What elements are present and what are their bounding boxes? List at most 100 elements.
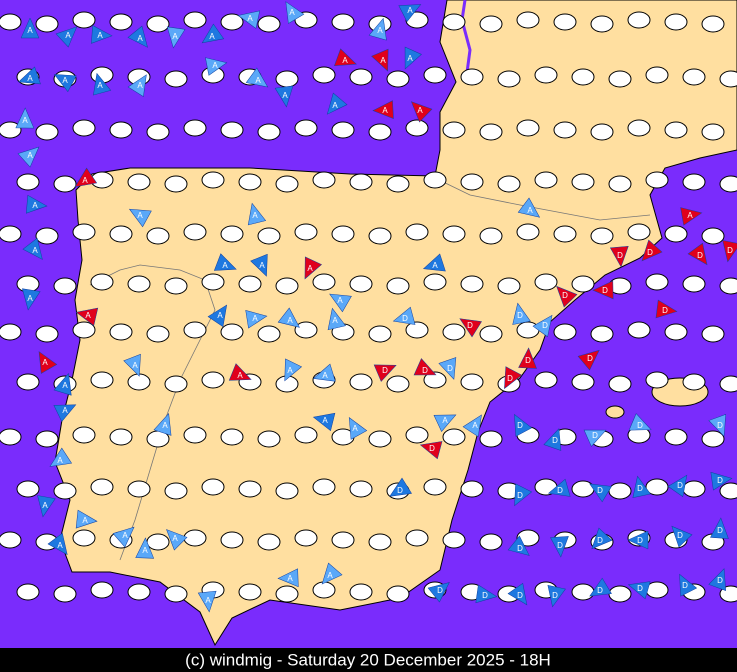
wind-letter: D bbox=[592, 431, 598, 440]
station bbox=[645, 478, 669, 496]
wind-symbol: A bbox=[112, 526, 135, 548]
station bbox=[35, 227, 59, 245]
wind-symbol: A bbox=[326, 92, 348, 115]
station bbox=[312, 581, 336, 599]
wind-symbol: D bbox=[632, 475, 651, 499]
wind-letter: D bbox=[602, 286, 608, 295]
wind-symbol: A bbox=[237, 10, 261, 29]
wind-letter: A bbox=[32, 201, 38, 210]
wind-symbol: A bbox=[75, 509, 98, 529]
wind-arrow bbox=[166, 26, 186, 49]
wind-letter: A bbox=[217, 311, 223, 320]
wind-symbol: A bbox=[75, 307, 99, 327]
wind-arrow bbox=[627, 530, 649, 550]
station bbox=[257, 325, 281, 343]
wind-letter: A bbox=[407, 54, 413, 63]
station bbox=[35, 325, 59, 343]
wind-symbol: A bbox=[321, 562, 343, 585]
wind-letter: A bbox=[282, 91, 288, 100]
wind-arrow bbox=[518, 347, 537, 369]
wind-arrow bbox=[22, 288, 41, 311]
station bbox=[479, 325, 503, 343]
station bbox=[275, 175, 299, 193]
wind-symbol: A bbox=[38, 351, 58, 374]
wind-symbol: A bbox=[274, 85, 294, 108]
wind-symbol: D bbox=[419, 441, 443, 460]
wind-arrow bbox=[53, 74, 77, 93]
wind-arrow bbox=[592, 280, 614, 300]
station bbox=[627, 223, 651, 241]
station bbox=[645, 371, 669, 389]
station bbox=[442, 225, 466, 243]
wind-letter: A bbox=[82, 516, 88, 525]
wind-letter: D bbox=[552, 436, 558, 445]
wind-arrow bbox=[127, 25, 148, 48]
station bbox=[682, 373, 706, 391]
station bbox=[183, 223, 207, 241]
station bbox=[53, 175, 77, 193]
station bbox=[423, 371, 447, 389]
station bbox=[238, 583, 262, 601]
station bbox=[53, 482, 77, 500]
wind-symbol: D bbox=[413, 358, 437, 376]
station bbox=[146, 123, 170, 141]
wind-arrow bbox=[512, 302, 531, 325]
station bbox=[627, 321, 651, 339]
station bbox=[349, 275, 373, 293]
wind-symbol: A bbox=[277, 307, 300, 328]
station bbox=[220, 323, 244, 341]
station bbox=[460, 68, 484, 86]
wind-symbol: A bbox=[201, 23, 225, 44]
wind-arrow bbox=[628, 413, 652, 431]
wind-letter: D bbox=[717, 476, 723, 485]
wind-symbol: D bbox=[512, 302, 531, 325]
station bbox=[701, 123, 725, 141]
station bbox=[423, 171, 447, 189]
wind-letter: D bbox=[517, 311, 523, 320]
wind-symbol: A bbox=[20, 17, 40, 39]
wind-letter: A bbox=[142, 546, 148, 555]
wind-symbol: D bbox=[518, 347, 537, 369]
station bbox=[349, 173, 373, 191]
wind-arrow bbox=[348, 416, 368, 440]
station bbox=[331, 225, 355, 243]
wind-arrow bbox=[368, 17, 387, 41]
station bbox=[701, 325, 725, 343]
wind-arrow bbox=[38, 351, 58, 374]
wind-letter: A bbox=[327, 571, 333, 580]
station bbox=[682, 480, 706, 498]
station bbox=[0, 13, 22, 31]
wind-letter: A bbox=[132, 361, 138, 370]
station bbox=[553, 225, 577, 243]
station bbox=[719, 175, 737, 193]
wind-letter: A bbox=[57, 456, 63, 465]
wind-symbol: D bbox=[655, 299, 678, 319]
wind-letter: A bbox=[62, 406, 68, 415]
wind-arrow bbox=[517, 197, 541, 218]
wind-symbol: A bbox=[228, 363, 252, 381]
station bbox=[220, 13, 244, 31]
wind-symbol: A bbox=[517, 197, 541, 218]
station bbox=[220, 531, 244, 549]
wind-arrow bbox=[153, 413, 172, 436]
wind-arrow bbox=[462, 414, 482, 438]
station bbox=[553, 13, 577, 31]
station bbox=[386, 175, 410, 193]
station bbox=[349, 480, 373, 498]
station bbox=[442, 13, 466, 31]
wind-symbol: D bbox=[514, 413, 533, 437]
station bbox=[460, 275, 484, 293]
station bbox=[72, 529, 96, 547]
station bbox=[405, 321, 429, 339]
station bbox=[571, 583, 595, 601]
station bbox=[405, 223, 429, 241]
wind-arrow bbox=[250, 253, 268, 277]
wind-letter: A bbox=[287, 316, 293, 325]
station bbox=[35, 430, 59, 448]
wind-symbol: A bbox=[166, 529, 188, 551]
station bbox=[608, 375, 632, 393]
wind-letter: A bbox=[252, 314, 258, 323]
wind-symbol: D bbox=[507, 535, 530, 556]
wind-letter: A bbox=[172, 32, 178, 41]
wind-arrow bbox=[372, 100, 394, 119]
